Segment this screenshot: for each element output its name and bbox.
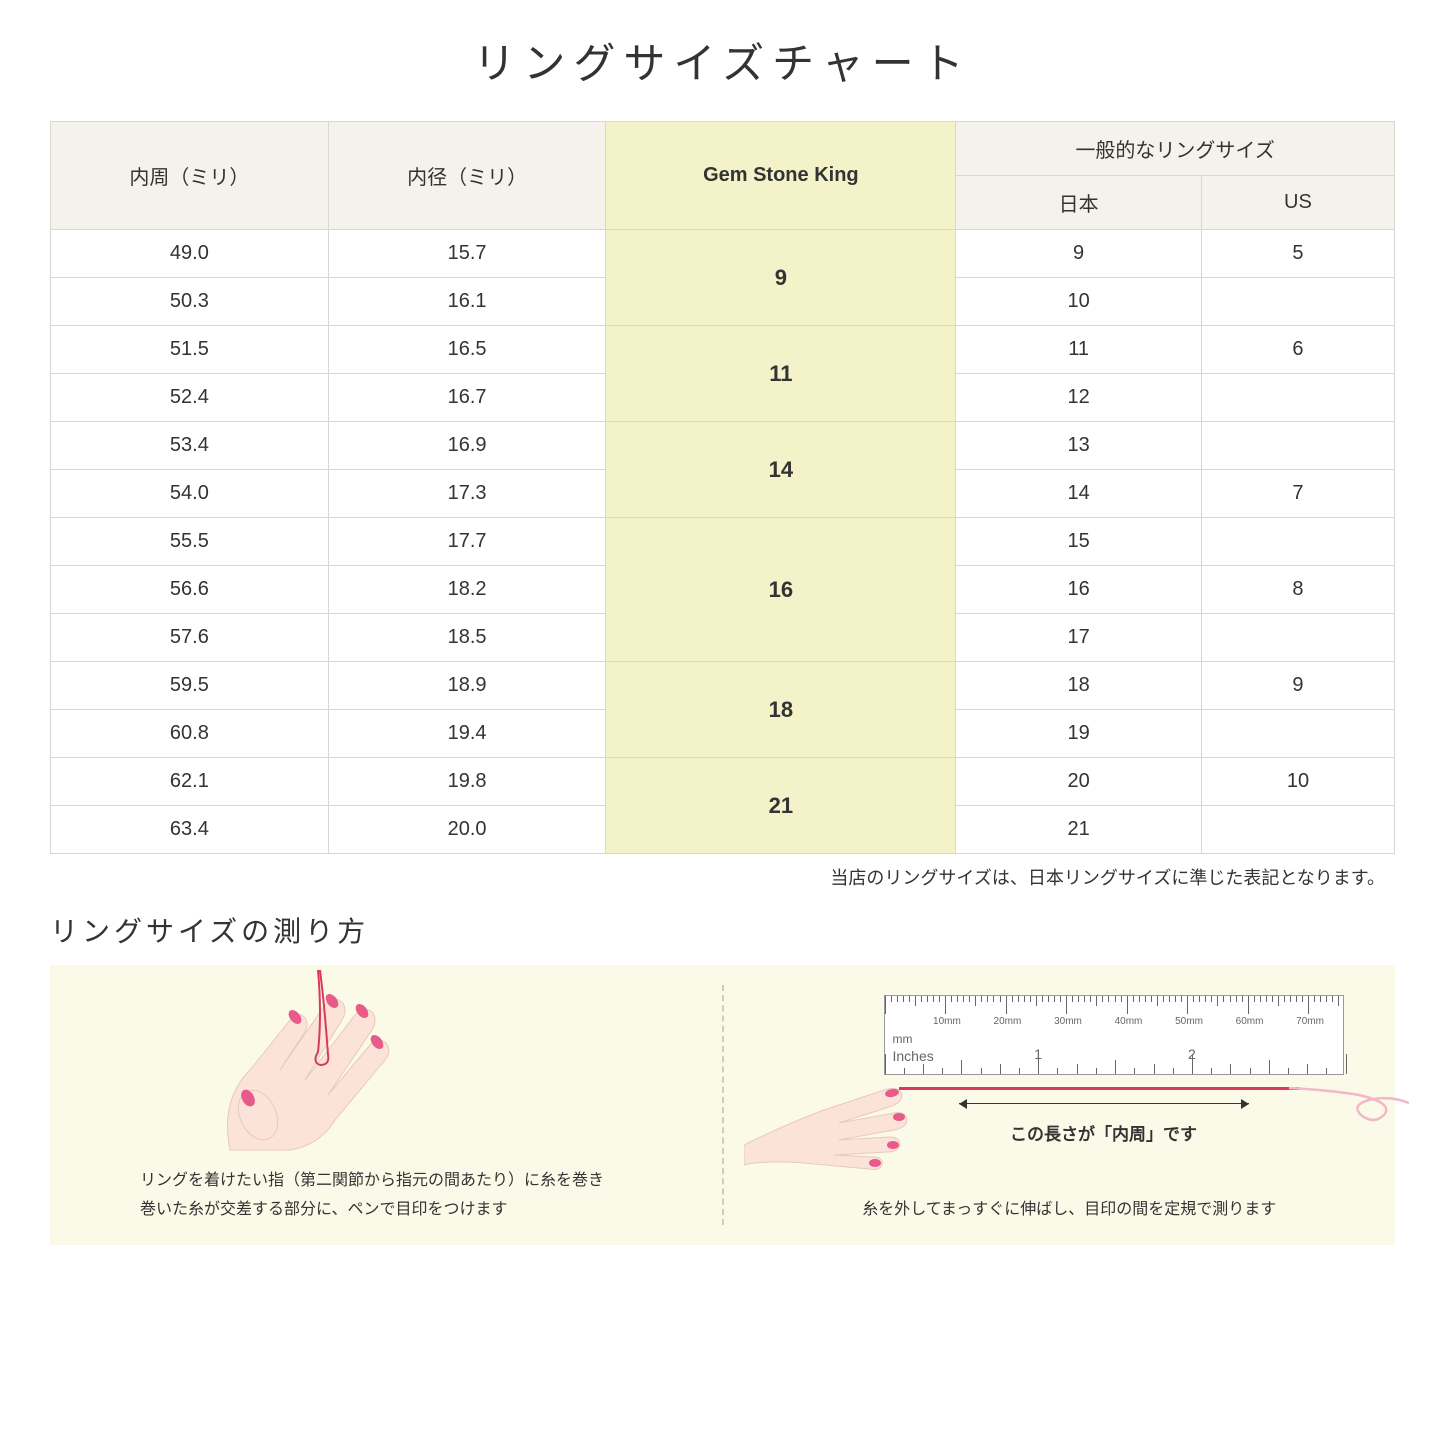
cell-diameter: 16.7 (328, 374, 606, 422)
cell-us (1201, 518, 1394, 566)
cell-circumference: 54.0 (51, 470, 329, 518)
cell-us (1201, 806, 1394, 854)
cell-circumference: 59.5 (51, 662, 329, 710)
cell-japan: 14 (956, 470, 1202, 518)
cell-us (1201, 374, 1394, 422)
measure-arrow (959, 1103, 1249, 1104)
ruler-illustration: 10mm20mm30mm40mm50mm60mm70mm12 mm Inches (884, 995, 1344, 1075)
cell-diameter: 19.4 (328, 710, 606, 758)
cell-diameter: 16.5 (328, 326, 606, 374)
cell-us: 9 (1201, 662, 1394, 710)
page-title: リングサイズチャート (50, 30, 1395, 91)
header-japan: 日本 (956, 176, 1202, 230)
cell-japan: 19 (956, 710, 1202, 758)
cell-diameter: 15.7 (328, 230, 606, 278)
cell-circumference: 50.3 (51, 278, 329, 326)
table-row: 59.518.918189 (51, 662, 1395, 710)
header-gsk: Gem Stone King (606, 122, 956, 230)
cell-diameter: 18.5 (328, 614, 606, 662)
cell-japan: 20 (956, 758, 1202, 806)
table-row: 62.119.8212010 (51, 758, 1395, 806)
thread-line (899, 1087, 1299, 1090)
cell-gsk: 9 (606, 230, 956, 326)
cell-us: 5 (1201, 230, 1394, 278)
cell-circumference: 51.5 (51, 326, 329, 374)
cell-diameter: 18.9 (328, 662, 606, 710)
cell-us: 10 (1201, 758, 1394, 806)
cell-circumference: 49.0 (51, 230, 329, 278)
table-row: 53.416.91413 (51, 422, 1395, 470)
hand-illustration-left (170, 970, 490, 1170)
cell-japan: 21 (956, 806, 1202, 854)
cell-diameter: 18.2 (328, 566, 606, 614)
header-us: US (1201, 176, 1394, 230)
ruler-inch-value: 2 (1188, 1046, 1196, 1062)
cell-japan: 9 (956, 230, 1202, 278)
hand-illustration-right (744, 1055, 924, 1175)
cell-us (1201, 614, 1394, 662)
cell-us: 7 (1201, 470, 1394, 518)
cell-circumference: 53.4 (51, 422, 329, 470)
cell-circumference: 62.1 (51, 758, 329, 806)
measure-label: この長さが「内周」です (959, 1120, 1249, 1145)
cell-gsk: 11 (606, 326, 956, 422)
table-note: 当店のリングサイズは、日本リングサイズに準じた表記となります。 (50, 864, 1385, 890)
cell-diameter: 16.9 (328, 422, 606, 470)
cell-us (1201, 422, 1394, 470)
cell-us (1201, 278, 1394, 326)
ruler-mm-value: 60mm (1236, 1016, 1264, 1027)
ruler-mm-value: 20mm (994, 1016, 1022, 1027)
cell-japan: 10 (956, 278, 1202, 326)
cell-japan: 16 (956, 566, 1202, 614)
ruler-mm-value: 50mm (1175, 1016, 1203, 1027)
ruler-mm-label: mm (893, 1032, 913, 1046)
ruler-mm-value: 10mm (933, 1016, 961, 1027)
ruler-mm-value: 30mm (1054, 1016, 1082, 1027)
cell-us: 8 (1201, 566, 1394, 614)
ruler-inch-value: 1 (1034, 1046, 1042, 1062)
cell-circumference: 63.4 (51, 806, 329, 854)
ruler-mm-value: 70mm (1296, 1016, 1324, 1027)
ruler-mm-value: 40mm (1115, 1016, 1143, 1027)
step1-caption: リングを着けたい指（第二関節から指元の間あたり）に糸を巻き巻いた糸が交差する部分… (140, 1167, 692, 1225)
cell-diameter: 20.0 (328, 806, 606, 854)
cell-gsk: 14 (606, 422, 956, 518)
howto-step-1: リングを着けたい指（第二関節から指元の間あたり）に糸を巻き巻いた糸が交差する部分… (50, 965, 722, 1245)
cell-japan: 11 (956, 326, 1202, 374)
cell-diameter: 17.3 (328, 470, 606, 518)
header-general: 一般的なリングサイズ (956, 122, 1395, 176)
howto-title: リングサイズの測り方 (50, 910, 1395, 950)
cell-circumference: 57.6 (51, 614, 329, 662)
cell-circumference: 52.4 (51, 374, 329, 422)
table-row: 51.516.511116 (51, 326, 1395, 374)
howto-step-2: 10mm20mm30mm40mm50mm60mm70mm12 mm Inches… (724, 965, 1396, 1245)
cell-gsk: 18 (606, 662, 956, 758)
cell-us (1201, 710, 1394, 758)
cell-diameter: 19.8 (328, 758, 606, 806)
cell-diameter: 17.7 (328, 518, 606, 566)
cell-circumference: 56.6 (51, 566, 329, 614)
ring-size-table: 内周（ミリ） 内径（ミリ） Gem Stone King 一般的なリングサイズ … (50, 121, 1395, 854)
cell-japan: 13 (956, 422, 1202, 470)
cell-circumference: 60.8 (51, 710, 329, 758)
cell-diameter: 16.1 (328, 278, 606, 326)
cell-gsk: 16 (606, 518, 956, 662)
howto-panel: リングを着けたい指（第二関節から指元の間あたり）に糸を巻き巻いた糸が交差する部分… (50, 965, 1395, 1245)
cell-japan: 18 (956, 662, 1202, 710)
cell-japan: 17 (956, 614, 1202, 662)
cell-japan: 15 (956, 518, 1202, 566)
header-circumference: 内周（ミリ） (51, 122, 329, 230)
cell-gsk: 21 (606, 758, 956, 854)
cell-us: 6 (1201, 326, 1394, 374)
step2-caption: 糸を外してまっすぐに伸ばし、目印の間を定規で測ります (784, 1196, 1356, 1225)
table-row: 49.015.7995 (51, 230, 1395, 278)
cell-circumference: 55.5 (51, 518, 329, 566)
header-diameter: 内径（ミリ） (328, 122, 606, 230)
thread-curl (1289, 1065, 1409, 1125)
table-row: 55.517.71615 (51, 518, 1395, 566)
cell-japan: 12 (956, 374, 1202, 422)
